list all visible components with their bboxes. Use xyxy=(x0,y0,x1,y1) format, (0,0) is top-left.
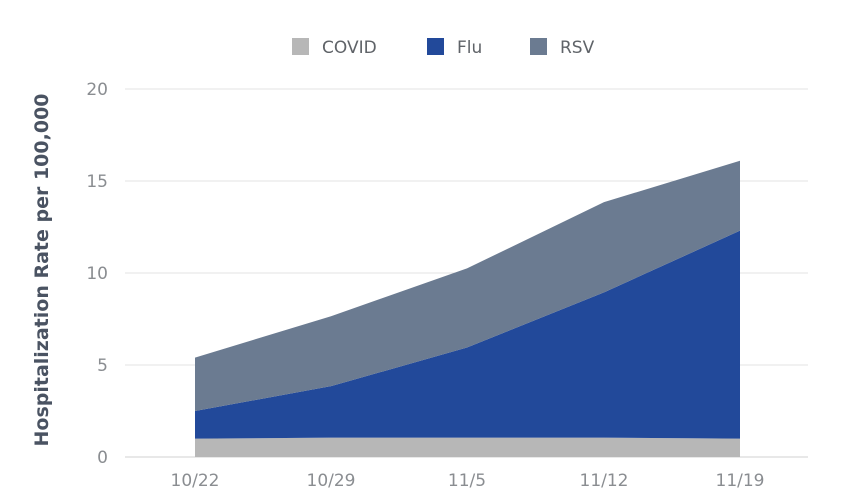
x-tick-label: 10/22 xyxy=(171,471,220,491)
legend-swatch xyxy=(427,38,444,55)
y-axis: 0 5 10 15 20 xyxy=(86,80,108,468)
legend-label: RSV xyxy=(560,38,595,58)
legend-item-flu[interactable]: Flu xyxy=(427,38,482,58)
x-tick-label: 10/29 xyxy=(307,471,356,491)
y-tick-label: 5 xyxy=(97,356,108,376)
legend-swatch xyxy=(530,38,547,55)
legend-swatch xyxy=(292,38,309,55)
x-tick-label: 11/5 xyxy=(448,471,486,491)
area-flu xyxy=(195,230,740,439)
x-axis: 10/22 10/29 11/5 11/12 11/19 xyxy=(171,471,765,491)
area-covid xyxy=(195,437,740,457)
plot-area xyxy=(195,160,740,457)
x-tick-label: 11/19 xyxy=(716,471,765,491)
x-tick-label: 11/12 xyxy=(580,471,629,491)
area-rsv xyxy=(195,160,740,411)
legend: COVID Flu RSV xyxy=(292,38,595,58)
legend-label: COVID xyxy=(322,38,377,58)
y-tick-label: 20 xyxy=(86,80,108,100)
y-tick-label: 10 xyxy=(86,264,108,284)
legend-item-covid[interactable]: COVID xyxy=(292,38,377,58)
y-tick-label: 0 xyxy=(97,448,108,468)
y-tick-label: 15 xyxy=(86,172,108,192)
legend-item-rsv[interactable]: RSV xyxy=(530,38,595,58)
legend-label: Flu xyxy=(457,38,482,58)
y-axis-title: Hospitalization Rate per 100,000 xyxy=(31,93,53,446)
